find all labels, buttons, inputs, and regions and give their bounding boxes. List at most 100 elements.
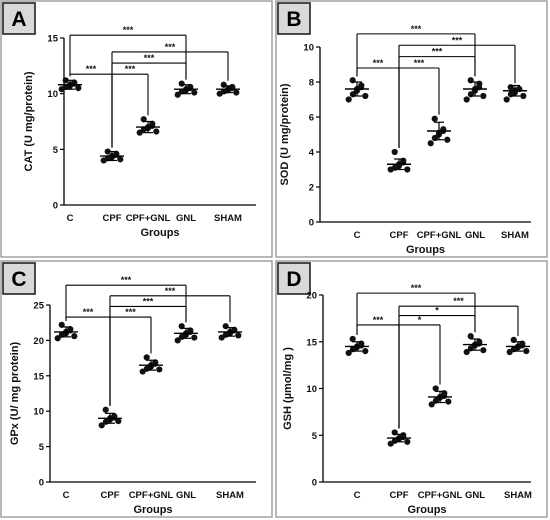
data-point — [143, 354, 150, 361]
y-tick-label: 15 — [47, 34, 58, 45]
panel-letter: D — [286, 268, 301, 291]
panel-border — [275, 0, 548, 258]
significance-label: *** — [83, 307, 94, 317]
data-point — [102, 406, 109, 413]
data-point — [432, 385, 439, 392]
data-point — [400, 434, 407, 441]
data-point — [174, 91, 181, 98]
data-point — [404, 438, 411, 445]
y-tick-label: 8 — [309, 78, 314, 89]
panel-letter: A — [11, 8, 26, 31]
y-tick-label: 2 — [309, 183, 314, 194]
y-tick-label: 20 — [306, 291, 317, 302]
x-tick-label: GNL — [465, 490, 485, 501]
data-point — [178, 80, 185, 87]
x-tick-label: CPF+GNL — [126, 213, 171, 224]
x-tick-label: CPF+GNL — [418, 490, 463, 501]
y-tick-label: 15 — [306, 337, 317, 348]
data-point — [463, 348, 470, 356]
panel-b: B 0 2 4 6 8 10 C CPF CPF+GNL GNL SHAM Groups SOD (U m… — [275, 0, 548, 258]
significance-label: *** — [121, 275, 132, 285]
data-point — [191, 334, 198, 341]
x-tick-label: SHAM — [501, 230, 529, 241]
panel-letter: B — [286, 8, 301, 31]
x-tick-label: CPF — [390, 490, 409, 501]
significance-label: *** — [144, 53, 155, 63]
y-tick-label: 0 — [309, 218, 314, 229]
panel-a: A 0 5 10 15 C CPF CPF+GNL GNL SHAM Groups CAT (U mg… — [0, 0, 273, 258]
x-tick-label: C — [354, 490, 361, 501]
y-tick-label: 10 — [303, 43, 314, 54]
x-tick-label: CPF+GNL — [129, 490, 174, 501]
x-tick-label: GNL — [176, 213, 196, 224]
significance-label: *** — [125, 307, 136, 317]
data-point — [117, 156, 124, 163]
data-point — [431, 115, 438, 122]
data-point — [427, 140, 434, 147]
y-tick-label: 10 — [33, 407, 44, 418]
panel-letter: C — [11, 268, 26, 291]
data-point — [523, 348, 530, 355]
data-point — [362, 92, 369, 100]
data-point — [358, 342, 365, 349]
significance-label: *** — [165, 286, 176, 296]
x-tick-label: GNL — [176, 490, 196, 501]
data-point — [140, 116, 147, 123]
significance-label: *** — [165, 42, 176, 52]
x-tick-label: SHAM — [216, 490, 244, 501]
data-point — [67, 327, 74, 334]
significance-label: *** — [86, 64, 97, 74]
data-point — [235, 332, 242, 339]
data-point — [480, 92, 487, 100]
significance-label: *** — [453, 296, 464, 306]
x-axis-title: Groups — [133, 504, 172, 516]
x-tick-label: GNL — [465, 230, 485, 241]
data-point — [220, 81, 227, 88]
data-point — [476, 340, 483, 347]
significance-label: *** — [414, 58, 425, 68]
significance-label: *** — [452, 35, 463, 45]
panel-border — [0, 0, 273, 258]
panel-letter-box — [2, 262, 36, 295]
data-point — [349, 335, 356, 343]
y-axis-title: GPx (U/ mg protein) — [9, 342, 21, 446]
data-point — [441, 392, 448, 400]
x-tick-label: CPF — [103, 213, 122, 224]
data-point — [222, 323, 229, 330]
y-tick-label: 20 — [33, 336, 44, 347]
significance-label: *** — [143, 296, 154, 306]
significance-label: * — [418, 315, 422, 325]
data-point — [404, 166, 411, 173]
y-tick-label: 5 — [39, 442, 45, 453]
data-point — [231, 327, 238, 334]
panel-c: C 0 5 10 15 20 25 C CPF CPF+GNL GNL SHAM Groups GPx (… — [0, 260, 273, 518]
significance-label: * — [435, 306, 439, 316]
significance-label: *** — [123, 25, 134, 35]
panel-letter-box — [2, 2, 36, 35]
data-point — [71, 333, 78, 340]
y-tick-label: 15 — [33, 371, 44, 382]
data-point — [156, 366, 163, 373]
data-point — [75, 85, 82, 92]
y-axis-title: GSH (µmol/mg ) — [282, 347, 294, 430]
y-tick-label: 10 — [47, 89, 58, 100]
panel-border — [0, 260, 273, 518]
data-point — [111, 414, 118, 421]
x-tick-label: C — [67, 213, 74, 224]
y-axis-title: CAT (U mg/protein) — [23, 71, 35, 171]
data-point — [467, 333, 474, 340]
x-axis-title: Groups — [406, 244, 445, 256]
significance-label: *** — [125, 64, 136, 74]
x-tick-label: SHAM — [504, 490, 532, 501]
y-tick-label: 0 — [53, 201, 58, 212]
y-tick-label: 5 — [53, 145, 59, 156]
data-point — [519, 342, 526, 349]
data-point — [362, 348, 369, 355]
y-tick-label: 10 — [306, 384, 317, 395]
data-point — [191, 89, 198, 96]
data-point — [463, 96, 470, 103]
x-tick-label: C — [63, 490, 70, 501]
data-point — [428, 401, 435, 408]
data-point — [187, 328, 194, 336]
